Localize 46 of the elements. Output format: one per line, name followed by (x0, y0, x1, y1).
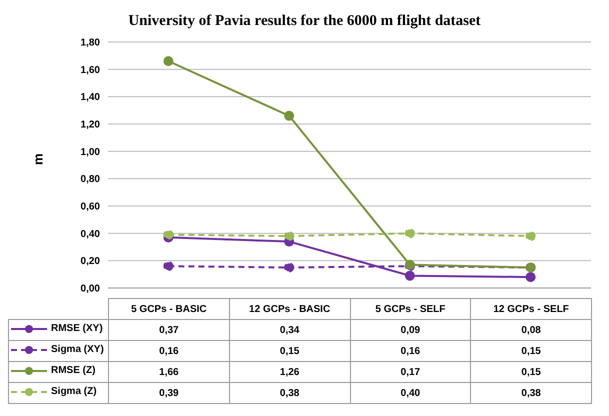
point (163, 56, 174, 66)
data-label: 0,39 (108, 382, 230, 404)
data-label: 0,16 (350, 340, 471, 362)
x-tick-label: 12 GCPs - BASIC (229, 298, 350, 320)
legend-label: RMSE (XY) (51, 323, 103, 334)
x-tick-label: 12 GCPs - SELF (470, 298, 592, 320)
y-tick-label: 0,80 (80, 174, 100, 186)
y-tick-label: 0,40 (80, 228, 100, 240)
data-label: 0,16 (108, 340, 230, 362)
data-label: 0,34 (229, 320, 350, 340)
data-label: 0,08 (470, 320, 592, 340)
y-tick-label: 1,60 (80, 64, 100, 76)
data-label: 0,38 (229, 382, 350, 404)
y-tick-label: 1,80 (80, 38, 100, 49)
point (404, 228, 415, 238)
y-tick-label: 0,00 (80, 284, 100, 295)
point (284, 262, 294, 272)
data-label: 0,15 (470, 362, 592, 382)
data-label: 0,38 (470, 382, 592, 404)
legend-label: Sigma (XY) (51, 344, 104, 355)
point (163, 261, 174, 272)
y-tick-label: 0,60 (80, 202, 100, 213)
data-label: 0,15 (229, 340, 350, 362)
x-tick-label: 5 GCPs - BASIC (108, 298, 230, 320)
legend-label: RMSE (Z) (51, 365, 96, 376)
point (284, 110, 294, 121)
point (526, 272, 536, 282)
y-tick-label: 0,20 (80, 256, 100, 268)
data-label: 0,40 (350, 382, 471, 404)
point (404, 270, 415, 281)
x-tick-label: 5 GCPs - SELF (350, 298, 471, 320)
y-tick-label: 1,40 (80, 92, 100, 104)
data-label: 0,15 (470, 340, 592, 362)
data-label: 0,17 (350, 362, 471, 382)
data-label: 0,09 (350, 320, 471, 340)
point (526, 231, 536, 242)
data-label: 0,37 (108, 320, 230, 340)
y-tick-label: 1,00 (80, 146, 100, 158)
point (284, 231, 294, 242)
point (163, 230, 174, 240)
y-axis-title: m (30, 153, 46, 165)
legend-label: Sigma (Z) (51, 386, 97, 397)
chart-title: University of Pavia results for the 6000 m flight dataset (127, 12, 482, 31)
data-label: 1,66 (108, 362, 230, 382)
y-tick-label: 1,20 (80, 120, 100, 131)
data-label: 1,26 (229, 362, 350, 382)
